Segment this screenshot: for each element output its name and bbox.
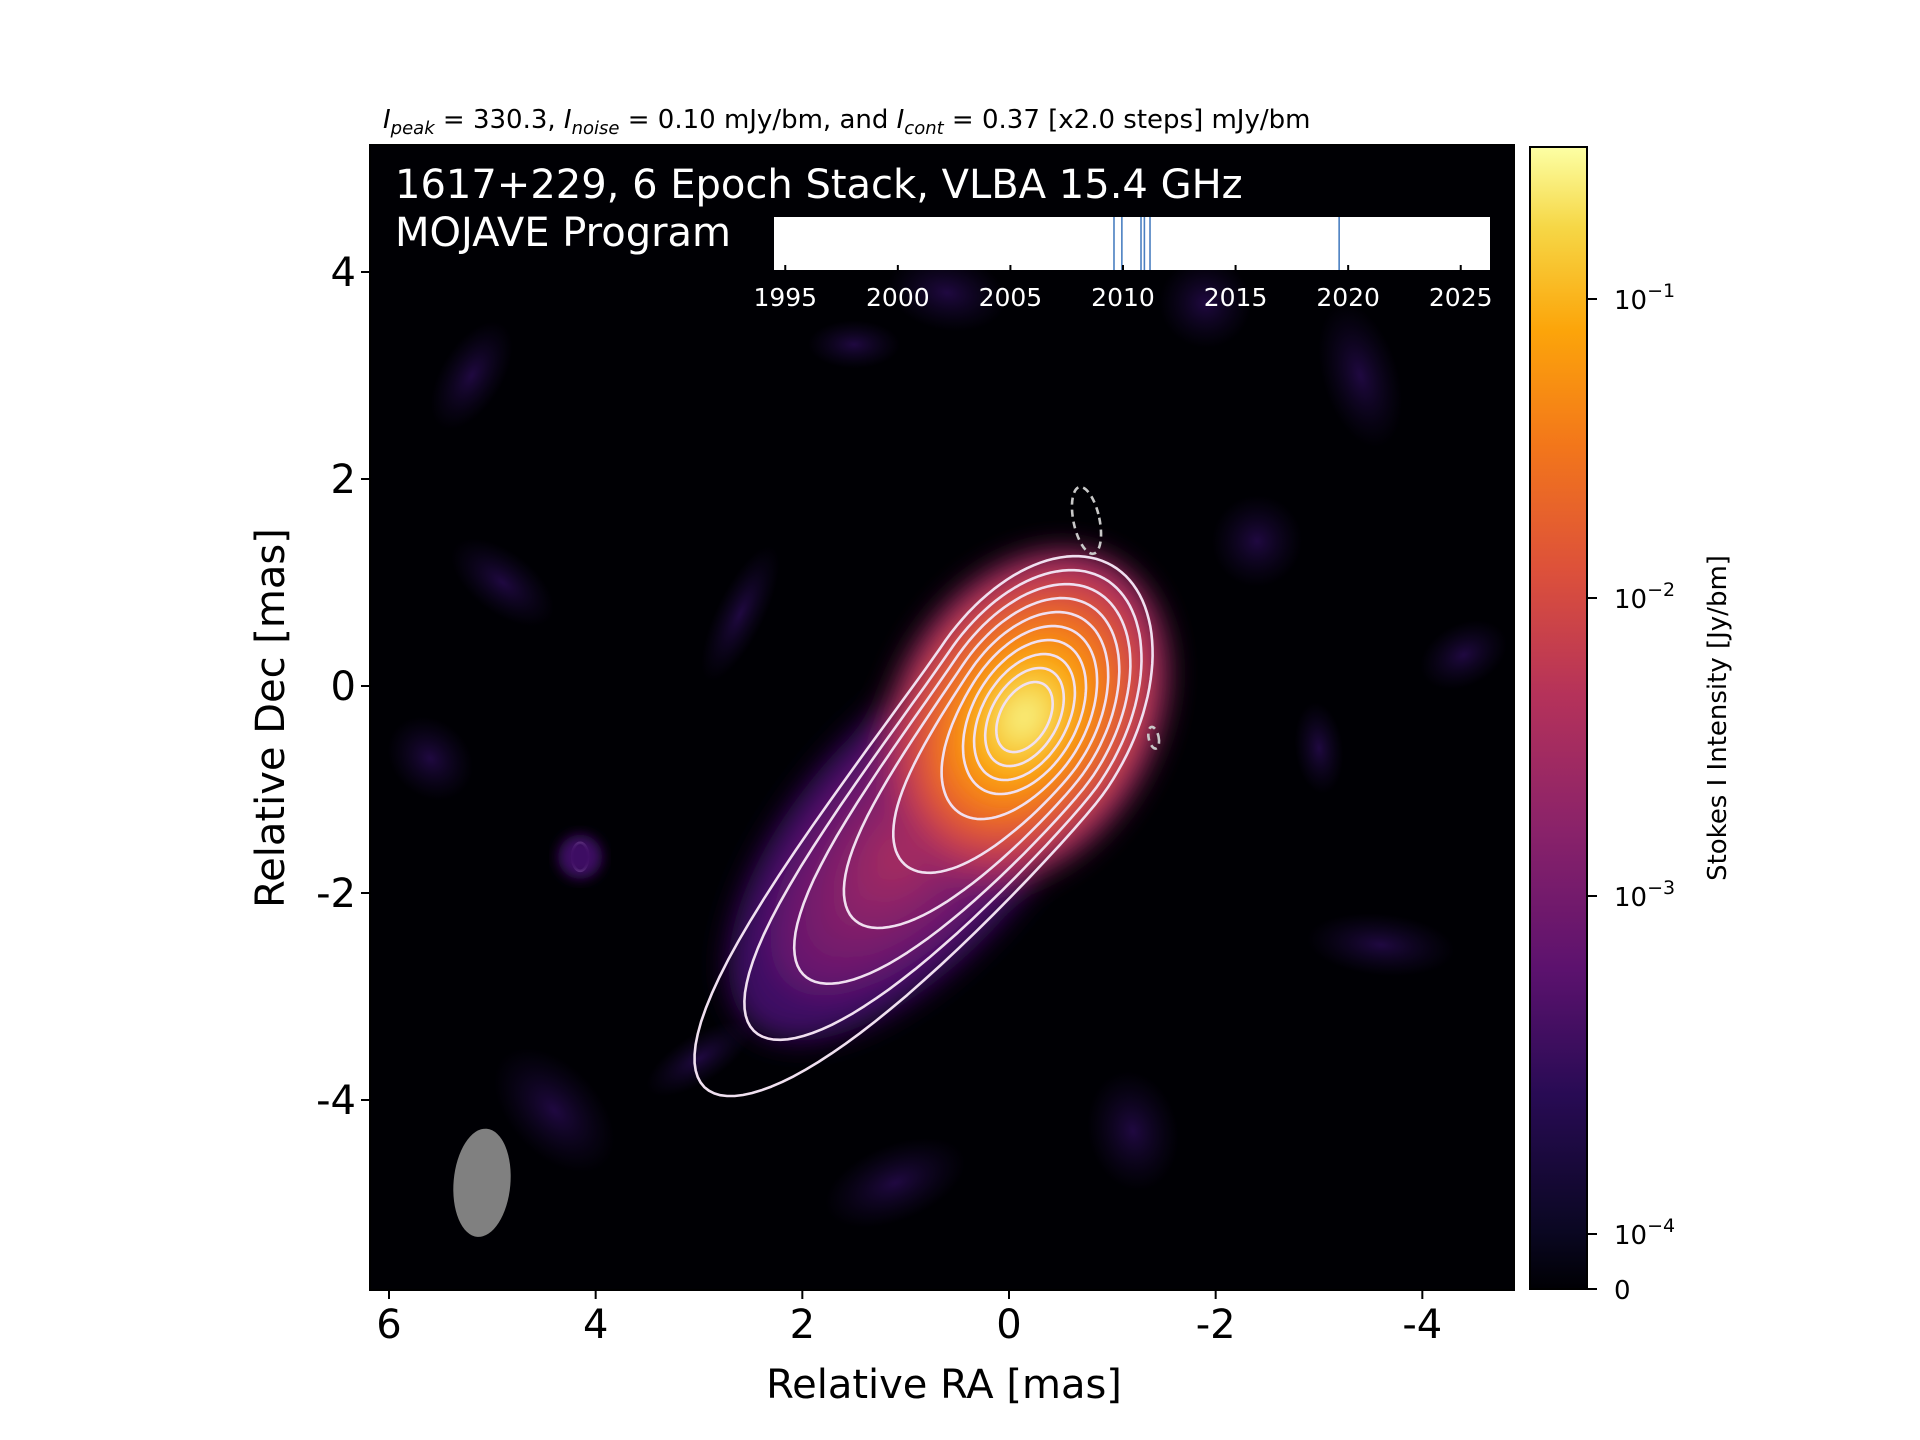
y-tick-label: -2 (316, 871, 356, 917)
overlay-subtitle: MOJAVE Program (395, 210, 731, 256)
chart-header: Ipeak = 330.3, Inoise = 0.10 mJy/bm, and… (383, 105, 1310, 139)
epoch-timeline: 1995 2000 2005 2010 2015 2020 2025 (753, 217, 1493, 312)
beam-ellipse (453, 1128, 511, 1237)
contour-level (743, 568, 1143, 1042)
noise-patch (1420, 620, 1508, 690)
timeline-tick-label: 2015 (1204, 283, 1268, 312)
y-axis-label: Relative Dec [mas] (248, 528, 294, 908)
noise-patch (1159, 257, 1252, 349)
colorbar-tick-label: 10−4 (1614, 1215, 1675, 1251)
noise-patch (387, 716, 473, 801)
noise-patch (1307, 913, 1455, 977)
colorbar-label: Stokes I Intensity [Jy/bm] (1703, 555, 1733, 881)
timeline-box (774, 217, 1490, 270)
x-tick-label: 6 (376, 1302, 401, 1348)
contour-level (940, 624, 1099, 821)
noise-patch (701, 546, 780, 681)
y-tick-label: 0 (331, 664, 356, 710)
noise-patch (825, 1137, 966, 1228)
colorbar-tick-label: 10−1 (1614, 280, 1675, 316)
contour-level (972, 652, 1077, 782)
colorbar: 10−1 10−2 10−3 10−4 0 Stokes I Intensity [Jy… (1529, 146, 1733, 1306)
y-tick-label: 4 (331, 250, 356, 296)
noise-patch (451, 538, 555, 627)
noise-patch (808, 320, 900, 369)
x-tick-label: 2 (790, 1302, 815, 1348)
colorbar-tick-label: 10−3 (1614, 877, 1675, 913)
timeline-tick-label: 2005 (979, 283, 1043, 312)
x-tick-label: -2 (1196, 1302, 1236, 1348)
contour-level (891, 610, 1110, 875)
timeline-tick-label: 2000 (866, 283, 930, 312)
noise-patch (1087, 1071, 1179, 1191)
contour-level (983, 666, 1066, 768)
noise-patch (1318, 303, 1403, 448)
axes: 6 4 2 0 -2 -4 4 2 0 -2 -4 (316, 250, 1442, 1348)
isolated-emission (558, 834, 603, 879)
y-tick-label: 2 (331, 457, 356, 503)
colorbar-tick-label: 0 (1614, 1276, 1631, 1306)
noise-patch (887, 253, 1007, 332)
overlay-title: 1617+229, 6 Epoch Stack, VLBA 15.4 GHz (395, 162, 1243, 208)
noise-patch (1294, 702, 1344, 794)
contour-level (994, 680, 1054, 754)
x-tick-label: 4 (583, 1302, 608, 1348)
contour-level (693, 554, 1154, 1098)
noise-patch (646, 1020, 752, 1097)
noise-patch (1211, 495, 1303, 587)
noise-patch (430, 321, 513, 430)
noise-patch (494, 1048, 615, 1173)
contours (570, 485, 1161, 1098)
colorbar-tick-label: 10−2 (1614, 579, 1675, 615)
timeline-tick-label: 1995 (753, 283, 817, 312)
contour-level (961, 638, 1088, 796)
timeline-tick-label: 2010 (1091, 283, 1155, 312)
negative-contour (1146, 725, 1161, 750)
x-axis-label: Relative RA [mas] (766, 1362, 1122, 1408)
timeline-tick-label: 2020 (1316, 283, 1380, 312)
colorbar-gradient (1529, 146, 1588, 1290)
image-frame (369, 144, 1515, 1291)
contour-level (792, 582, 1132, 986)
contour-level (842, 596, 1121, 930)
image-panel (369, 144, 1515, 1291)
timeline-tick-label: 2025 (1429, 283, 1493, 312)
negative-contour (1070, 485, 1103, 556)
y-tick-label: -4 (316, 1078, 356, 1124)
x-tick-label: 0 (996, 1302, 1021, 1348)
x-tick-label: -4 (1402, 1302, 1442, 1348)
